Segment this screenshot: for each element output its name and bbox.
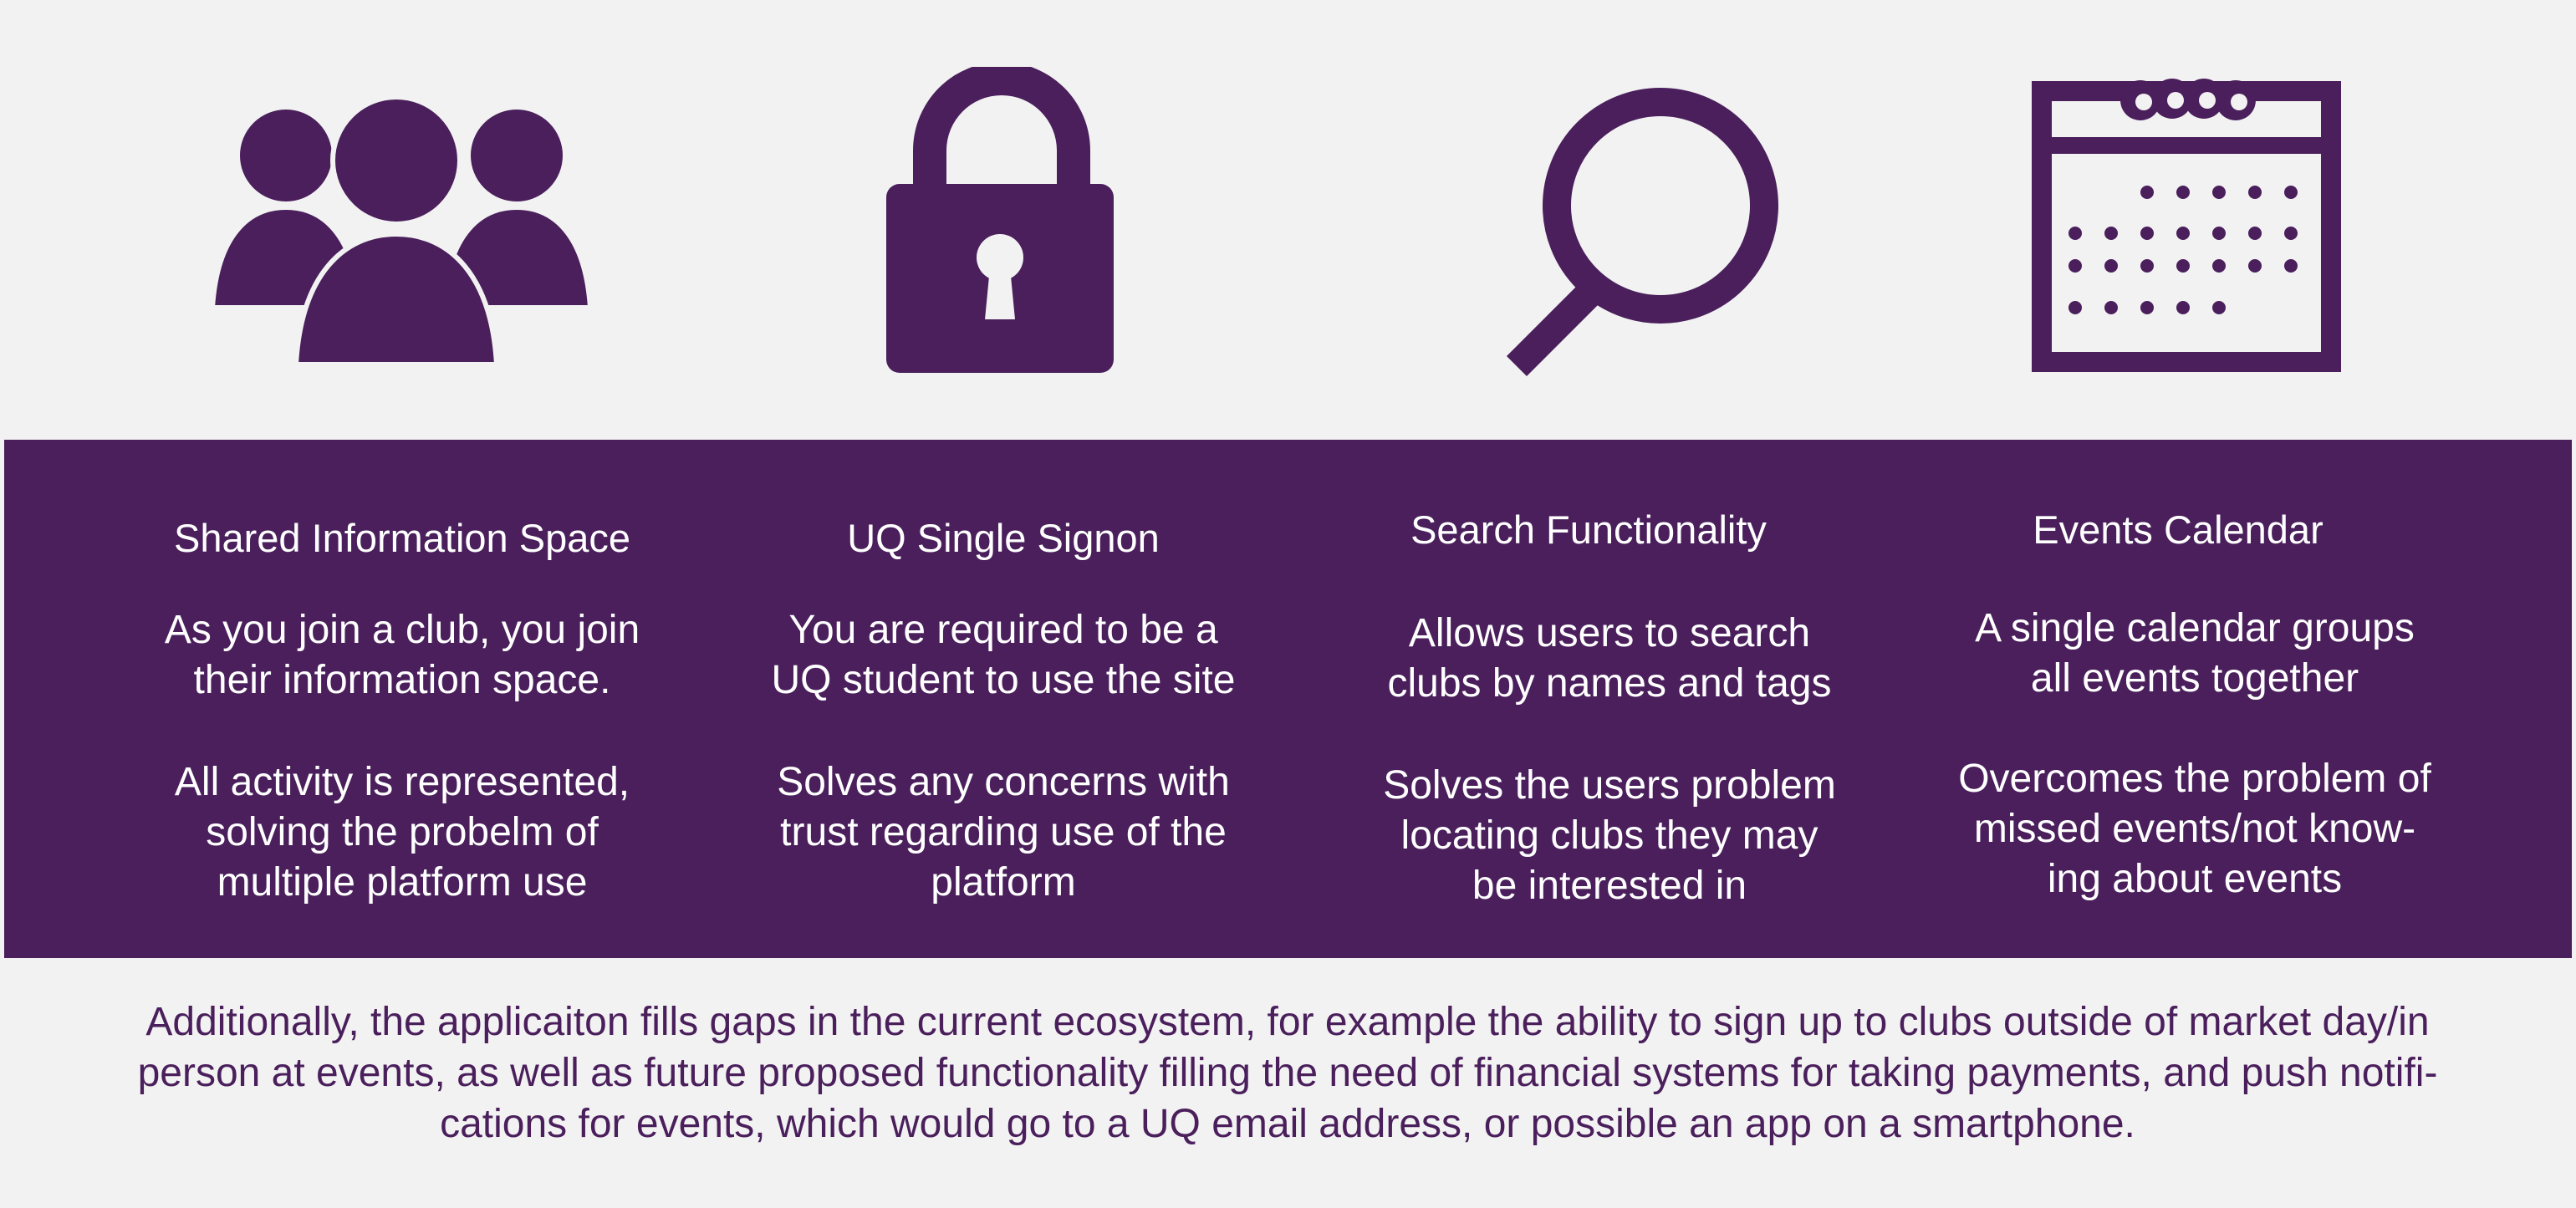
- text-line: trust regarding use of the: [780, 810, 1227, 854]
- feature-search-functionality: Search Functionality Allows users to sea…: [1325, 507, 1894, 941]
- text-line: solving the probelm of: [206, 810, 599, 854]
- feature-benefit: Solves any concerns with trust regarding…: [719, 757, 1288, 908]
- text-line: You are required to be a: [788, 608, 1218, 652]
- feature-title: Shared Information Space: [173, 516, 631, 560]
- people-icon: [209, 99, 594, 366]
- feature-benefit: Solves the users problem locating clubs …: [1325, 761, 1894, 911]
- text-line: their information space.: [193, 658, 611, 702]
- feature-title: Search Functionality: [1410, 507, 1767, 552]
- text-line: A single calendar groups: [1975, 606, 2415, 650]
- text-line: UQ student to use the site: [771, 658, 1236, 702]
- feature-title: Events Calendar: [2033, 507, 2324, 552]
- text-line: All activity is represented,: [174, 760, 630, 804]
- text-line: ing about events: [2047, 857, 2343, 901]
- text-line: be interested in: [1472, 864, 1747, 908]
- feature-benefit: Overcomes the problem of missed events/n…: [1910, 754, 2479, 905]
- text-line: platform: [931, 860, 1076, 905]
- feature-events-calendar: Events Calendar A single calendar groups…: [1910, 507, 2479, 941]
- feature-shared-info-space: Shared Information Space As you join a c…: [118, 515, 686, 933]
- text-line: Solves the users problem: [1383, 763, 1836, 808]
- text-line: locating clubs they may: [1400, 813, 1819, 858]
- feature-description: As you join a club, you join their infor…: [118, 605, 686, 706]
- text-line: missed events/not know-: [1973, 807, 2416, 851]
- feature-description: A single calendar groups all events toge…: [1910, 604, 2479, 704]
- text-line: multiple platform use: [217, 860, 588, 905]
- feature-description: Allows users to search clubs by names an…: [1325, 609, 1894, 709]
- text-line: clubs by names and tags: [1387, 661, 1832, 706]
- search-icon: [1477, 82, 1794, 400]
- feature-benefit: All activity is represented, solving the…: [118, 757, 686, 908]
- features-band: Shared Information Space As you join a c…: [4, 440, 2572, 958]
- feature-uq-single-signon: UQ Single Signon You are required to be …: [719, 515, 1288, 933]
- text-line: all events together: [2030, 656, 2359, 701]
- text-line: Allows users to search: [1408, 611, 1811, 655]
- footer-line: person at events, as well as future prop…: [137, 1051, 2438, 1095]
- lock-icon: [885, 67, 1119, 376]
- feature-description: You are required to be a UQ student to u…: [719, 605, 1288, 706]
- footer-line: Additionally, the applicaiton fills gaps…: [145, 1000, 2430, 1044]
- text-line: Overcomes the problem of: [1958, 757, 2431, 801]
- calendar-icon: [2032, 65, 2349, 375]
- feature-title: UQ Single Signon: [847, 516, 1160, 560]
- icon-row: [0, 0, 2576, 439]
- text-line: Solves any concerns with: [777, 760, 1230, 804]
- footer-line: cations for events, which would go to a …: [440, 1102, 2135, 1146]
- footer-paragraph: Additionally, the applicaiton fills gaps…: [50, 996, 2525, 1149]
- text-line: As you join a club, you join: [164, 608, 640, 652]
